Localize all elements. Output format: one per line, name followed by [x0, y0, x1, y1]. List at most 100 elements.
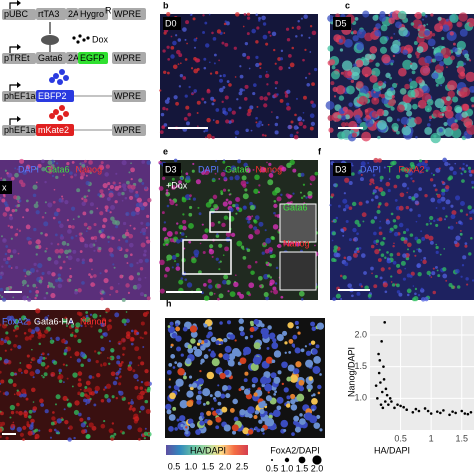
cell [193, 68, 199, 74]
cell [115, 289, 119, 294]
cell [1, 198, 6, 203]
cell [57, 243, 60, 246]
cell [393, 32, 396, 35]
cell [249, 105, 254, 110]
cell [191, 257, 197, 264]
cell [29, 371, 35, 377]
cell [239, 293, 245, 299]
part [78, 8, 108, 20]
cell [199, 412, 204, 417]
point [383, 400, 387, 403]
cell [118, 382, 122, 386]
cell [211, 407, 214, 411]
cell [64, 316, 68, 320]
cell [186, 400, 194, 407]
cell [201, 223, 204, 226]
cell [225, 198, 229, 202]
cell [25, 208, 29, 212]
cell [53, 428, 57, 432]
cell [83, 159, 87, 163]
cell [121, 199, 124, 202]
label: EBFP2 [38, 91, 67, 101]
cell [247, 429, 254, 435]
cell [432, 290, 436, 295]
cell [170, 354, 176, 359]
cell [88, 258, 93, 263]
cell [310, 121, 316, 127]
cell [106, 398, 112, 403]
cell [208, 61, 211, 64]
label: mKate2 [38, 125, 69, 135]
cell [352, 30, 357, 35]
cell [274, 87, 277, 90]
cell [455, 235, 461, 241]
arrow-head [17, 82, 21, 88]
cell [279, 98, 284, 103]
cell [412, 103, 418, 110]
cell [51, 174, 55, 178]
cell [133, 373, 139, 379]
cell [167, 57, 171, 61]
cell [232, 430, 237, 435]
cell [225, 279, 231, 285]
cell [199, 369, 202, 373]
cell [221, 222, 226, 228]
cell [367, 293, 372, 298]
cell [454, 162, 457, 165]
cell [443, 121, 448, 127]
cell [185, 426, 188, 429]
cell [26, 364, 32, 370]
cell [431, 58, 437, 63]
cell [391, 283, 396, 287]
cell [55, 394, 61, 400]
cell [86, 195, 89, 198]
cell [403, 124, 407, 128]
cell [117, 246, 122, 251]
protein-dot [63, 75, 69, 81]
cell [284, 351, 287, 354]
cell [309, 126, 314, 131]
cell [442, 267, 447, 272]
cell [178, 279, 184, 285]
part [112, 90, 146, 102]
cell [240, 245, 245, 249]
cell [304, 48, 307, 52]
cell [130, 342, 134, 346]
cell [360, 253, 366, 258]
cell [108, 247, 114, 253]
cell [258, 74, 263, 79]
cell [112, 380, 118, 386]
cell [276, 334, 284, 342]
cell [392, 260, 397, 265]
cell [121, 191, 125, 196]
cell [271, 253, 276, 259]
cell [109, 357, 112, 360]
cell [281, 166, 287, 172]
cell [197, 385, 202, 390]
cell [385, 181, 391, 187]
cell [288, 66, 291, 70]
cell [73, 436, 76, 440]
cell [100, 234, 104, 238]
cell [140, 380, 144, 384]
cell [58, 379, 63, 384]
cell [255, 13, 258, 16]
tag-bg [333, 17, 351, 30]
cell [0, 370, 2, 374]
cell [356, 247, 360, 250]
x-tick-label: 0.5 [394, 433, 407, 443]
cell [176, 49, 181, 55]
cell [80, 422, 86, 428]
cell [137, 356, 142, 360]
cell [10, 410, 15, 415]
cell [78, 412, 82, 417]
cell [265, 418, 275, 427]
cell [10, 176, 15, 181]
cell [197, 206, 200, 209]
cell [222, 279, 227, 285]
cell [192, 162, 195, 165]
size-key [312, 455, 322, 465]
cell [382, 282, 388, 288]
cell [273, 392, 277, 396]
cell [106, 197, 111, 201]
